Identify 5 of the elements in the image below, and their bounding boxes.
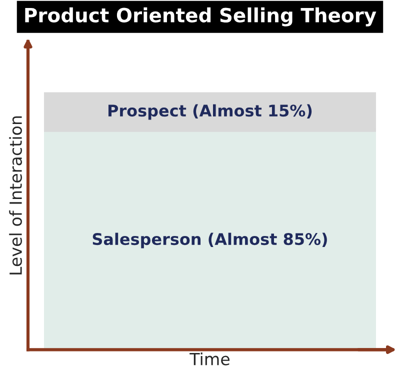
chart-title: Product Oriented Selling Theory — [25, 7, 376, 26]
series-label: Prospect (Almost 15%) — [108, 104, 312, 120]
series-label: Salesperson (Almost 85%) — [92, 232, 327, 248]
y-axis-title: Level of Interaction — [9, 116, 22, 274]
x-axis-title: Time — [190, 352, 230, 366]
